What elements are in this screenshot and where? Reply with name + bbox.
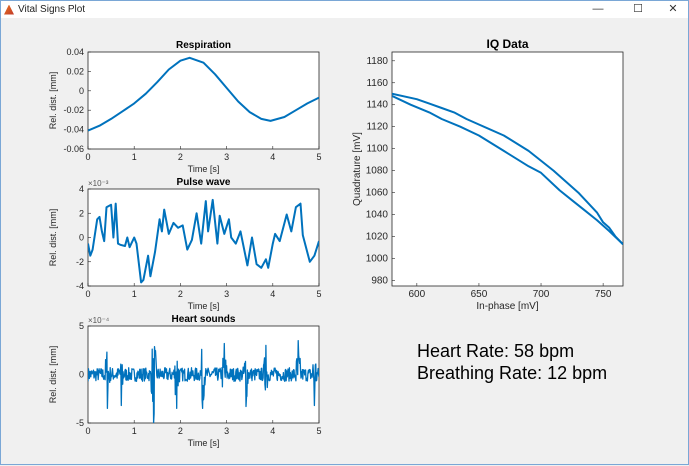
breathing-rate-text: Breathing Rate: 12 bpm (417, 363, 608, 383)
axes-pulse-wave: Pulse wave 0 1 2 3 4 5 -4 -2 0 2 4 Time [s] Rel. dist… (48, 177, 322, 311)
y-tick-label: 1120 (366, 122, 388, 133)
y-tick-label: 1000 (366, 254, 389, 265)
x-tick-label: 650 (471, 289, 488, 300)
y-tick-label: 0 (79, 370, 84, 380)
x-tick-label: 600 (408, 289, 425, 300)
x-tick-label: 2 (178, 152, 183, 162)
series-line-signal (88, 56, 319, 132)
x-tick-label: 3 (224, 426, 229, 436)
x-tick-label: 0 (85, 426, 90, 436)
y-tick-label: 980 (371, 276, 388, 287)
title-bar: Vital Signs Plot — ☐ ✕ (1, 1, 688, 18)
y-tick-label: 1140 (366, 100, 388, 111)
x-tick-label: 5 (316, 289, 321, 299)
x-tick-label: 4 (270, 426, 275, 436)
x-axis-label: Time [s] (188, 301, 220, 311)
matlab-icon (4, 4, 14, 15)
x-axis-label: In-phase [mV] (476, 301, 538, 312)
plot-area (391, 51, 624, 287)
chart-title: Respiration (176, 40, 231, 51)
x-tick-label: 0 (85, 289, 90, 299)
y-tick-label: 0.02 (66, 66, 84, 76)
y-axis-label: Rel. dist. [mm] (48, 72, 58, 130)
x-tick-label: 4 (270, 289, 275, 299)
plot-area (87, 188, 320, 287)
y-tick-label: -0.02 (63, 105, 84, 115)
y-tick-label: -4 (76, 281, 84, 291)
y-tick-label: 2 (79, 208, 84, 218)
y-tick-label: 1100 (366, 144, 388, 155)
y-tick-label: 0 (79, 233, 84, 243)
y-tick-label: 1040 (366, 210, 389, 221)
x-tick-label: 750 (595, 289, 612, 300)
minimize-button[interactable]: — (592, 3, 604, 15)
y-axis-label: Rel. dist. [mm] (48, 346, 58, 404)
y-axis-label: Quadrature [mV] (352, 132, 363, 206)
plot-area (87, 51, 320, 150)
x-tick-label: 4 (270, 152, 275, 162)
x-tick-label: 1 (132, 426, 137, 436)
heart-rate-text: Heart Rate: 58 bpm (417, 341, 575, 361)
x-tick-label: 700 (533, 289, 550, 300)
series-line-upper (392, 92, 623, 245)
x-tick-label: 2 (178, 289, 183, 299)
x-tick-label: 1 (132, 289, 137, 299)
x-axis-label: Time [s] (188, 438, 220, 448)
y-tick-label: -2 (76, 257, 84, 267)
y-tick-label: 0.04 (66, 47, 84, 57)
axes-respiration: Respiration 0 1 2 3 4 5 -0.06 -0.04 -0.02 0 0.02 0.0… (48, 40, 322, 174)
x-axis-label: Time [s] (188, 164, 220, 174)
y-tick-label: 1080 (366, 166, 389, 177)
y-axis-label: Rel. dist. [mm] (48, 209, 58, 267)
y-tick-label: 1060 (366, 188, 389, 199)
x-tick-label: 3 (224, 289, 229, 299)
y-tick-label: -5 (76, 418, 84, 428)
y-tick-label: 1020 (366, 232, 389, 243)
chart-title: Pulse wave (177, 177, 231, 188)
chart-title: Heart sounds (172, 314, 236, 325)
x-tick-label: 3 (224, 152, 229, 162)
exponent-label: ×10⁻⁴ (88, 316, 110, 325)
close-button[interactable]: ✕ (668, 3, 678, 15)
y-tick-label: 0 (79, 86, 84, 96)
window-title: Vital Signs Plot (18, 4, 86, 15)
exponent-label: ×10⁻³ (88, 179, 109, 188)
x-tick-label: 5 (316, 152, 321, 162)
x-tick-label: 0 (85, 152, 90, 162)
y-tick-label: 1160 (366, 78, 388, 89)
y-tick-label: -0.06 (63, 144, 84, 154)
y-tick-label: 5 (79, 321, 84, 331)
chart-title: IQ Data (486, 37, 528, 51)
series-line-signal (88, 198, 319, 284)
x-tick-label: 2 (178, 426, 183, 436)
y-tick-label: -0.04 (63, 125, 84, 135)
series-line-signal (88, 339, 319, 423)
figure: Respiration 0 1 2 3 4 5 -0.06 -0.04 -0.02 0 0.02 0.0… (48, 37, 624, 448)
y-tick-label: 1180 (366, 56, 388, 67)
series-line-lower (392, 94, 623, 246)
x-tick-label: 1 (132, 152, 137, 162)
axes-iq-data: IQ Data 600 650 700 750 980 1000 1020 1040 1060 10… (352, 37, 624, 312)
maximize-button[interactable]: ☐ (633, 3, 643, 15)
y-tick-label: 4 (79, 184, 84, 194)
x-tick-label: 5 (316, 426, 321, 436)
